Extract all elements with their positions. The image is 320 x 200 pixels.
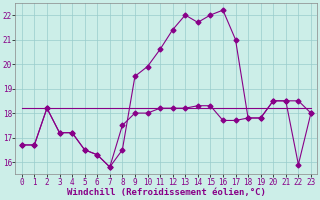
X-axis label: Windchill (Refroidissement éolien,°C): Windchill (Refroidissement éolien,°C): [67, 188, 266, 197]
